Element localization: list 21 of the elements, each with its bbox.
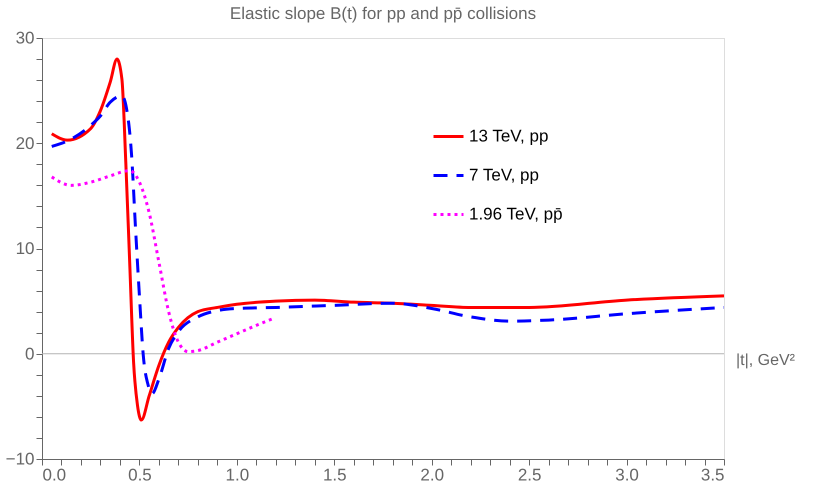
y-tick-label: 0 [25,344,34,364]
x-tick-label: 1.5 [322,466,347,484]
y-tick-label: −10 [6,450,34,468]
line-series [50,58,724,422]
x-tick-label: 0.0 [42,466,66,484]
chart-title: Elastic slope B(t) for pp and pp̄ collisions [230,4,536,23]
line-series [50,94,724,396]
x-tick-label: 1.0 [226,466,250,484]
x-tick-label: 0.5 [128,466,152,484]
legend-label: 7 TeV, pp [469,166,539,184]
legend-label: 13 TeV, pp [469,126,548,146]
x-tick-label: 2.0 [420,466,444,484]
line-series [50,169,274,354]
y-tick-label: 30 [16,28,34,48]
x-tick-label: 2.5 [518,466,542,484]
y-tick-label: 10 [16,239,34,258]
legend-label: 1.96 TeV, pp̄ [469,204,563,224]
x-tick-label: 3.5 [700,466,724,484]
x-tick-label: 3.0 [615,466,639,484]
y-tick-label: 20 [16,134,34,153]
x-axis-title: |t|, GeV² [736,352,796,369]
